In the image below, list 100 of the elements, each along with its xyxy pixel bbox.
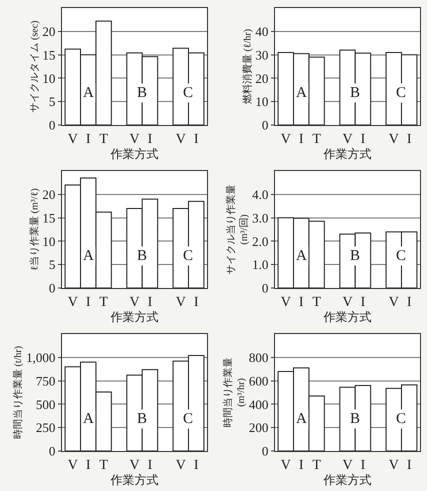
x-axis-title: 作業方式 (110, 146, 158, 161)
y-tick-label: 20 (42, 24, 56, 39)
x-axis-title: 作業方式 (322, 472, 372, 487)
annotation: B (137, 85, 148, 101)
x-tick-label: V (129, 294, 140, 310)
y-tick-label: 15 (42, 210, 56, 226)
x-tick-label: V (176, 458, 186, 473)
y-tick-label: 15 (42, 47, 56, 62)
x-tick-label: I (148, 458, 153, 473)
x-tick-label: V (280, 458, 291, 473)
x-tick-label: T (99, 458, 108, 473)
y-tick-label: 500 (36, 396, 56, 412)
annotation: A (83, 411, 94, 427)
x-tick-label: I (406, 458, 412, 473)
x-tick-label: I (148, 294, 153, 310)
x-tick-label: V (342, 458, 353, 473)
y-tick-label: 5 (48, 94, 56, 110)
y-axis-title: 時間当り作業量 (m³/hr) (222, 358, 247, 428)
x-tick-label: I (298, 132, 304, 147)
y-tick-label: 0 (262, 444, 268, 459)
x-tick-label: T (99, 132, 108, 147)
y-tick-label: 400 (248, 396, 268, 412)
annotation: B (350, 85, 360, 101)
x-tick-label: V (388, 458, 399, 473)
y-tick-label: 5 (48, 257, 56, 272)
x-tick-label: I (360, 294, 366, 310)
x-tick-label: I (406, 294, 412, 310)
x-tick-label: V (280, 294, 291, 310)
y-tick-label: 0 (48, 280, 56, 296)
y-tick-label: 800 (248, 350, 268, 365)
x-tick-label: V (176, 294, 186, 310)
y-tick-label: 0 (48, 118, 56, 133)
annotation: C (183, 411, 194, 427)
x-tick-label: I (360, 458, 366, 473)
x-tick-label: I (360, 132, 366, 147)
y-tick-label: 0 (48, 444, 56, 459)
y-tick-label: 750 (36, 373, 56, 388)
x-tick-label: I (86, 294, 91, 310)
annotation: C (183, 85, 194, 101)
annotation: C (396, 85, 406, 101)
annotation: B (137, 248, 148, 264)
y-tick-label: 4.0 (252, 186, 268, 202)
x-tick-label: V (388, 132, 399, 147)
x-tick-label: T (312, 458, 322, 473)
x-tick-label: I (406, 132, 412, 147)
y-tick-label: 1,000 (26, 350, 56, 365)
x-tick-label: I (194, 132, 199, 147)
y-tick-label: 40 (255, 24, 268, 39)
x-tick-label: V (342, 132, 353, 147)
x-tick-label: V (176, 132, 186, 147)
x-tick-label: I (148, 132, 153, 147)
y-tick-label: 600 (248, 373, 268, 388)
y-tick-label: 30 (255, 47, 268, 62)
x-tick-label: I (86, 132, 91, 147)
annotation: B (350, 411, 360, 427)
annotation: C (396, 411, 406, 427)
x-tick-label: T (312, 132, 322, 147)
x-tick-label: I (298, 458, 304, 473)
annotation: A (83, 85, 94, 101)
x-axis-title: 作業方式 (322, 310, 372, 324)
annotation: A (83, 248, 94, 264)
y-tick-label: 0 (262, 280, 268, 296)
x-tick-label: V (280, 132, 291, 147)
x-tick-label: I (86, 458, 91, 473)
annotation: C (396, 248, 406, 264)
x-axis-title: 作業方式 (110, 472, 158, 487)
y-tick-label: 200 (248, 420, 268, 436)
annotation: C (183, 248, 194, 264)
y-tick-label: 10 (42, 70, 56, 86)
y-tick-label: 3.0 (252, 210, 268, 226)
y-axis-title: ℓ当り作業量 (m³/ℓ) (28, 188, 40, 271)
x-tick-label: I (194, 294, 199, 310)
x-tick-label: V (129, 458, 140, 473)
y-axis-title: 時間当り作業量 (t/hr) (12, 346, 24, 440)
x-tick-label: V (68, 132, 78, 147)
y-tick-label: 0 (262, 118, 268, 133)
y-tick-label: 20 (42, 186, 56, 202)
x-tick-label: T (312, 294, 322, 310)
x-tick-label: V (68, 458, 78, 473)
annotation: A (296, 248, 307, 264)
x-tick-label: V (388, 294, 399, 310)
x-tick-label: V (342, 294, 353, 310)
y-tick-label: 20 (255, 70, 268, 86)
annotation: B (350, 248, 360, 264)
x-tick-label: V (129, 132, 140, 147)
y-tick-label: 1.0 (252, 257, 268, 272)
y-tick-label: 2.0 (252, 234, 268, 249)
x-axis-title: 作業方式 (110, 310, 158, 324)
y-axis-title: サイクルタイム (sec) (29, 20, 40, 112)
y-axis-title: サイクル当り作業量 (m³/回) (225, 184, 250, 274)
x-tick-label: I (194, 458, 199, 473)
x-axis-title: 作業方式 (322, 146, 372, 161)
x-tick-label: T (99, 294, 108, 310)
y-tick-label: 10 (255, 94, 268, 110)
y-tick-label: 10 (42, 234, 56, 249)
annotation: B (137, 411, 148, 427)
x-tick-label: I (298, 294, 304, 310)
annotation: A (296, 85, 307, 101)
y-axis-title: 燃料消費量 (ℓ/hr) (241, 28, 254, 104)
x-tick-label: V (68, 294, 78, 310)
